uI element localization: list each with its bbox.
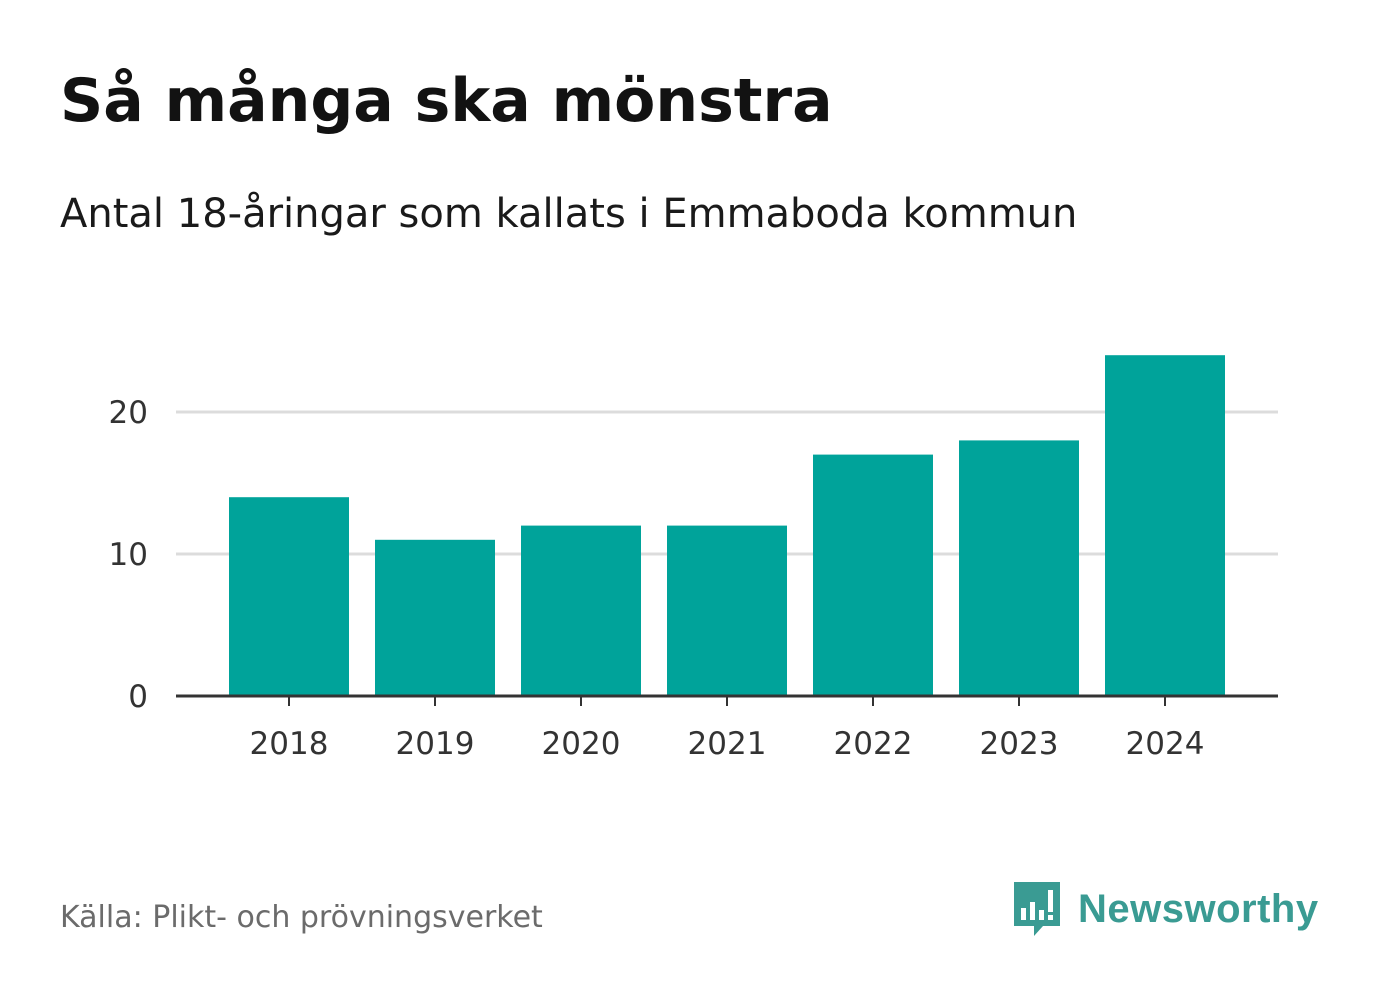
x-tick-label: 2021 (688, 726, 767, 762)
x-tick-label: 2023 (980, 726, 1059, 762)
x-tick-label: 2020 (542, 726, 621, 762)
bar-2024 (1105, 355, 1225, 696)
x-tick-label: 2018 (250, 726, 329, 762)
y-tick-label: 0 (128, 679, 148, 715)
bar-2020 (521, 525, 641, 696)
bar-2022 (813, 454, 933, 696)
source-note: Källa: Plikt- och prövningsverket (60, 900, 543, 935)
bar-2021 (667, 525, 787, 696)
x-tick-label: 2024 (1126, 726, 1205, 762)
chart-subtitle: Antal 18-åringar som kallats i Emmaboda … (60, 191, 1078, 237)
brand-logo[interactable]: Newsworthy (1010, 878, 1319, 940)
y-tick-label: 20 (109, 395, 148, 431)
bar-2023 (959, 440, 1079, 696)
axes: 0 10 20 2018 2019 2020 2021 2022 2023 2024 (109, 395, 1278, 762)
x-tick-label: 2022 (834, 726, 913, 762)
brand-name: Newsworthy (1078, 886, 1319, 931)
bar-2019 (375, 539, 495, 696)
y-tick-label: 10 (109, 537, 148, 573)
newsworthy-logo-icon (1014, 882, 1060, 936)
bars (229, 355, 1225, 696)
x-tick-label: 2019 (396, 726, 475, 762)
chart-title: Så många ska mönstra (60, 66, 833, 136)
bar-2018 (229, 497, 349, 696)
